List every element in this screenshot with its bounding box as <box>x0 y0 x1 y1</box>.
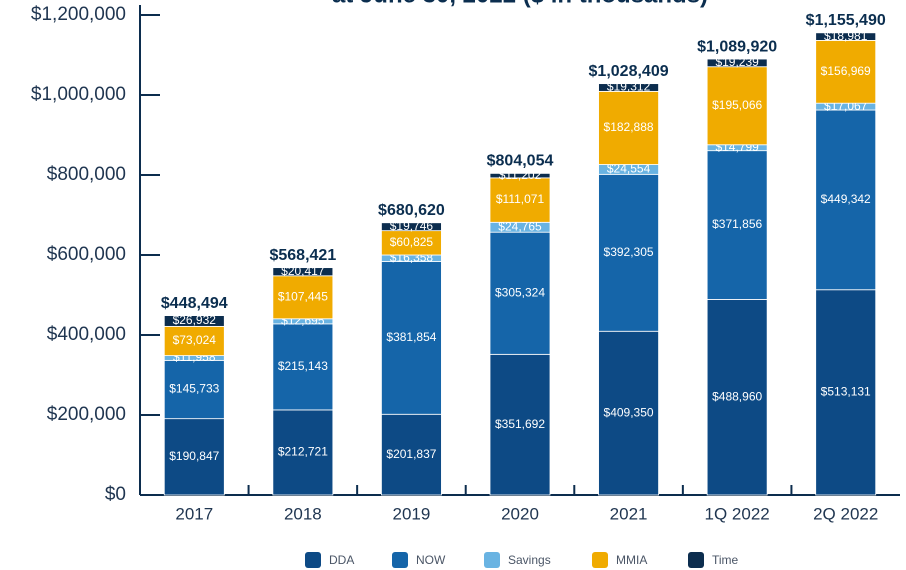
bar-segment <box>489 177 551 223</box>
segment-label: $24,765 <box>498 219 542 233</box>
legend-swatch <box>484 552 500 568</box>
y-tick-label: $0 <box>105 484 126 505</box>
segment-label: $351,692 <box>495 417 545 431</box>
total-label: $1,155,490 <box>806 12 886 29</box>
segment-label: $19,312 <box>607 80 651 94</box>
bar-segment <box>598 83 659 92</box>
bar-segment <box>272 409 334 496</box>
total-label: $1,089,920 <box>697 38 777 55</box>
total-label: $568,421 <box>269 247 336 264</box>
segment-label: $73,024 <box>173 333 217 347</box>
y-tick-label: $1,000,000 <box>31 84 126 105</box>
x-tick-label: 2019 <box>393 504 431 523</box>
segment-label: $488,960 <box>712 389 762 403</box>
segment-label: $145,733 <box>169 382 219 396</box>
segment-label: $409,350 <box>604 405 654 419</box>
bar-segment <box>489 353 551 496</box>
total-label: $804,054 <box>487 153 554 170</box>
bar-segment <box>381 413 442 496</box>
legend-swatch <box>305 552 321 568</box>
bar-segment <box>163 315 225 327</box>
x-tick-label: 2017 <box>175 504 213 523</box>
bar-segment <box>163 418 225 496</box>
total-label: $448,494 <box>161 295 228 312</box>
segment-label: $182,888 <box>604 120 654 134</box>
segment-label: $11,202 <box>499 168 542 182</box>
segment-label: $20,417 <box>281 264 325 278</box>
bar-segment <box>381 261 442 415</box>
x-tick-label: 2020 <box>501 504 539 523</box>
bar-segment <box>815 32 877 41</box>
legend-label: Time <box>712 553 739 567</box>
y-tick-label: $800,000 <box>47 164 126 185</box>
legend-swatch <box>392 552 408 568</box>
bar-segment <box>706 66 768 146</box>
x-tick-label: 2Q 2022 <box>813 504 878 523</box>
segment-label: $111,071 <box>496 192 545 206</box>
bar-segment <box>598 173 659 332</box>
legend-swatch <box>592 552 608 568</box>
segment-label: $24,554 <box>607 162 651 176</box>
bar-segment <box>489 172 551 179</box>
total-label: $1,028,409 <box>589 63 669 80</box>
y-tick-label: $200,000 <box>47 404 126 425</box>
legend-label: MMIA <box>616 553 647 567</box>
x-tick-label: 2018 <box>284 504 322 523</box>
segment-label: $60,825 <box>390 235 434 249</box>
y-tick-label: $400,000 <box>47 324 126 345</box>
bar-segment <box>598 90 659 165</box>
bar-segment <box>163 359 225 420</box>
chart-title: at June 30, 2022 ($ in thousands) <box>332 0 708 8</box>
x-tick-label: 1Q 2022 <box>705 504 770 523</box>
segment-label: $212,721 <box>278 445 328 459</box>
bar-segment <box>272 275 334 320</box>
segment-label: $392,305 <box>604 245 654 259</box>
segment-label: $26,932 <box>173 313 217 327</box>
segment-label: $19,746 <box>390 219 434 233</box>
segment-label: $19,239 <box>715 55 759 69</box>
segment-label: $190,847 <box>169 449 219 463</box>
total-label: $680,620 <box>378 202 445 219</box>
x-tick-label: 2021 <box>610 504 648 523</box>
segment-label: $195,066 <box>712 98 762 112</box>
bar-segment <box>706 150 768 300</box>
y-tick-label: $600,000 <box>47 244 126 265</box>
bar-segment <box>272 267 334 277</box>
bar-segment <box>706 299 768 496</box>
segment-label: $513,131 <box>821 385 871 399</box>
segment-label: $201,837 <box>386 447 436 461</box>
bar-segment <box>381 222 442 232</box>
legend-label: NOW <box>416 553 446 567</box>
bar-segment <box>815 109 877 291</box>
bar-segment <box>706 58 768 68</box>
legend-swatch <box>688 552 704 568</box>
segment-label: $449,342 <box>821 192 871 206</box>
segment-label: $371,856 <box>712 217 762 231</box>
legend-label: Savings <box>508 553 551 567</box>
segment-label: $381,854 <box>386 330 436 344</box>
segment-label: $156,969 <box>821 64 871 78</box>
bar-segment <box>489 231 551 355</box>
segment-label: $107,445 <box>278 289 328 303</box>
bar-segment <box>598 330 659 496</box>
bar-segment <box>815 289 877 496</box>
y-tick-label: $1,200,000 <box>31 4 126 25</box>
bar-segment <box>272 323 334 411</box>
bar-segment <box>381 230 442 256</box>
segment-label: $305,324 <box>495 285 545 299</box>
legend-label: DDA <box>329 553 354 567</box>
segment-label: $215,143 <box>278 359 328 373</box>
bar-segment <box>815 39 877 104</box>
segment-label: $18,981 <box>824 29 868 43</box>
